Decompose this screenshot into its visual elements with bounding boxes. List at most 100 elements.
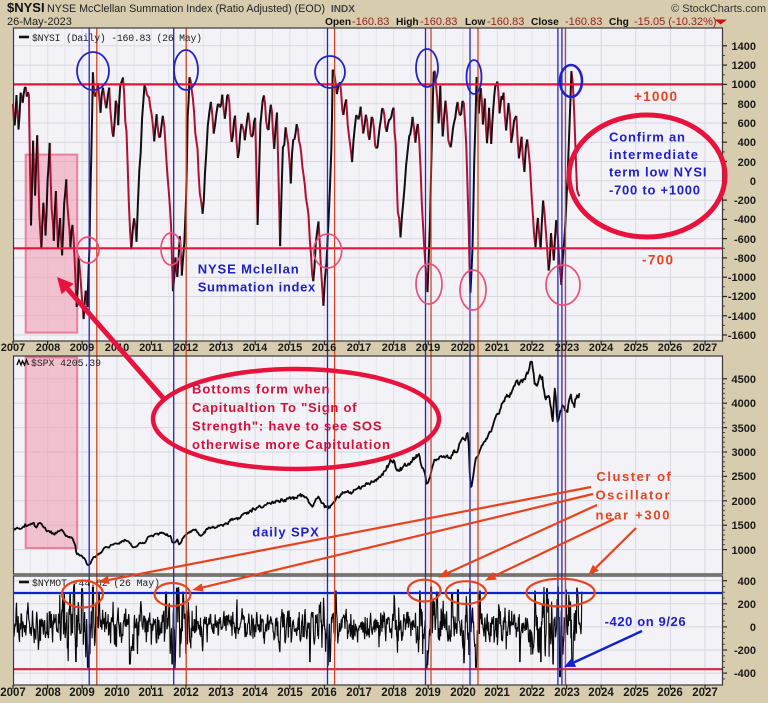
svg-text:400: 400: [738, 137, 756, 149]
svg-text:3000: 3000: [732, 447, 756, 459]
svg-text:2020: 2020: [450, 687, 476, 699]
svg-text:otherwise more Capitulation: otherwise more Capitulation: [192, 437, 390, 452]
svg-text:2027: 2027: [693, 342, 717, 354]
svg-text:2500: 2500: [732, 471, 756, 483]
svg-text:2013: 2013: [208, 687, 234, 699]
svg-text:2008: 2008: [35, 687, 61, 699]
svg-text:2019: 2019: [415, 687, 441, 699]
svg-text:term low NYSI: term low NYSI: [609, 165, 707, 180]
svg-text:Open: Open: [325, 17, 351, 28]
svg-text:3500: 3500: [732, 423, 756, 435]
svg-text:1500: 1500: [732, 520, 756, 532]
svg-text:Oscillator: Oscillator: [596, 488, 670, 503]
svg-text:intermediate: intermediate: [609, 147, 698, 162]
svg-text:2010: 2010: [104, 687, 130, 699]
svg-text:2023: 2023: [555, 342, 579, 354]
svg-text:2024: 2024: [588, 687, 614, 699]
svg-text:-420 on 9/26: -420 on 9/26: [605, 614, 686, 629]
svg-text:2008: 2008: [36, 342, 60, 354]
svg-text:1400: 1400: [732, 41, 756, 53]
svg-text:-600: -600: [734, 234, 756, 246]
svg-text:Bottoms form when: Bottoms form when: [192, 382, 330, 397]
svg-text:$NYSI: $NYSI: [7, 0, 45, 15]
svg-text:2016: 2016: [312, 342, 336, 354]
svg-text:-400: -400: [734, 214, 756, 226]
svg-text:2014: 2014: [243, 342, 268, 354]
svg-text:Close: Close: [531, 17, 559, 28]
svg-text:2021: 2021: [485, 342, 509, 354]
svg-text:-1200: -1200: [728, 291, 756, 303]
svg-text:26-May-2023: 26-May-2023: [7, 16, 72, 28]
svg-text:2026: 2026: [657, 687, 683, 699]
svg-text:near +300: near +300: [596, 508, 670, 523]
svg-text:2019: 2019: [416, 342, 440, 354]
svg-text:2007: 2007: [0, 687, 26, 699]
svg-text:2023: 2023: [554, 687, 580, 699]
svg-text:-700 to +1000: -700 to +1000: [609, 182, 700, 197]
svg-text:-1000: -1000: [728, 272, 756, 284]
svg-text:2000: 2000: [732, 496, 756, 508]
svg-text:1200: 1200: [732, 60, 756, 72]
svg-text:2022: 2022: [520, 342, 544, 354]
svg-text:2024: 2024: [589, 342, 614, 354]
svg-text:INDX: INDX: [331, 4, 355, 15]
svg-text:1000: 1000: [732, 79, 756, 91]
svg-text:2017: 2017: [346, 687, 372, 699]
svg-text:Strength": have to see SOS: Strength": have to see SOS: [192, 419, 382, 434]
svg-text:-160.83: -160.83: [487, 16, 524, 28]
svg-text:2012: 2012: [174, 342, 198, 354]
svg-text:2011: 2011: [139, 687, 165, 699]
svg-text:Capitualtion To "Sign of: Capitualtion To "Sign of: [192, 400, 357, 415]
svg-text:2009: 2009: [69, 687, 95, 699]
svg-text:2012: 2012: [173, 687, 199, 699]
svg-text:-1400: -1400: [728, 311, 756, 323]
svg-text:2015: 2015: [278, 342, 302, 354]
svg-text:2020: 2020: [451, 342, 475, 354]
svg-text:Chg: Chg: [609, 17, 629, 28]
svg-text:4500: 4500: [732, 374, 756, 386]
svg-text:-1600: -1600: [728, 330, 756, 342]
svg-text:200: 200: [738, 157, 756, 169]
svg-text:400: 400: [738, 576, 756, 588]
svg-text:-400: -400: [734, 668, 756, 680]
svg-text:-160.83: -160.83: [565, 16, 602, 28]
svg-text:2021: 2021: [484, 687, 510, 699]
svg-text:4000: 4000: [732, 398, 756, 410]
svg-text:Confirm an: Confirm an: [609, 130, 685, 145]
svg-text:-160.83: -160.83: [420, 16, 457, 28]
svg-text:2027: 2027: [692, 687, 718, 699]
svg-text:2009: 2009: [70, 342, 94, 354]
svg-text:2018: 2018: [381, 687, 407, 699]
svg-text:0: 0: [750, 176, 756, 188]
svg-text:1000: 1000: [732, 545, 756, 557]
svg-text:-800: -800: [734, 253, 756, 265]
svg-text:-200: -200: [734, 195, 756, 207]
svg-text:2016: 2016: [311, 687, 337, 699]
svg-text:-700: -700: [642, 253, 673, 268]
svg-text:NYSE McClellan Summation Index: NYSE McClellan Summation Index (Ratio Ad…: [47, 3, 325, 15]
svg-text:daily SPX: daily SPX: [252, 525, 319, 540]
svg-text:2025: 2025: [624, 342, 648, 354]
svg-text:+1000: +1000: [634, 89, 677, 104]
svg-text:© StockCharts.com: © StockCharts.com: [671, 3, 766, 15]
svg-text:200: 200: [738, 599, 756, 611]
svg-text:2007: 2007: [1, 342, 25, 354]
svg-text:600: 600: [738, 118, 756, 130]
svg-text:2015: 2015: [277, 687, 303, 699]
svg-text:Summation index: Summation index: [198, 280, 316, 295]
svg-text:$NYSI (Daily) -160.83 (26 May): $NYSI (Daily) -160.83 (26 May): [32, 33, 202, 44]
svg-text:-200: -200: [734, 645, 756, 657]
svg-text:-160.83: -160.83: [352, 16, 389, 28]
svg-text:2018: 2018: [382, 342, 406, 354]
svg-text:2026: 2026: [658, 342, 682, 354]
svg-text:$SPX 4205.39: $SPX 4205.39: [31, 358, 101, 369]
svg-text:2011: 2011: [139, 342, 163, 354]
svg-text:800: 800: [738, 99, 756, 111]
svg-text:Low: Low: [465, 17, 485, 28]
svg-text:NYSE Mclellan: NYSE Mclellan: [198, 262, 299, 277]
svg-text:Cluster of: Cluster of: [596, 469, 671, 484]
svg-text:2025: 2025: [623, 687, 649, 699]
svg-text:2022: 2022: [519, 687, 545, 699]
svg-text:0: 0: [750, 622, 756, 634]
svg-text:High: High: [396, 17, 419, 28]
